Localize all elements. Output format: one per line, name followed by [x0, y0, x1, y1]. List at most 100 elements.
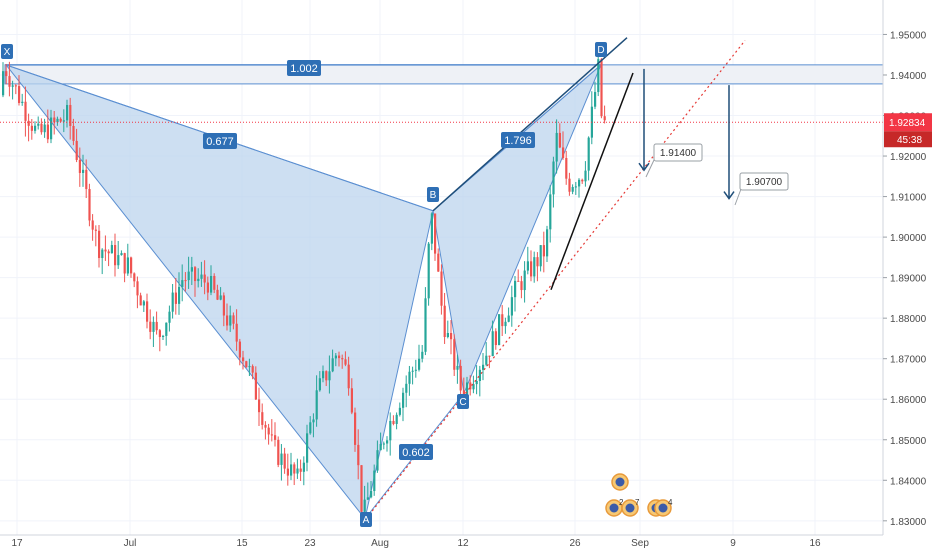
channel-upper-line[interactable] — [432, 37, 628, 212]
event-marker-5[interactable]: 4 — [654, 498, 673, 517]
candle-body — [366, 497, 369, 500]
candle-body — [162, 335, 165, 337]
candle-body — [174, 292, 177, 304]
candle-body — [82, 169, 85, 173]
candle-body — [542, 245, 545, 257]
target-arrow-1-head — [638, 162, 650, 172]
candle-body — [264, 424, 267, 428]
candle-body — [312, 419, 315, 423]
candle-body — [238, 341, 241, 358]
candle-body — [597, 59, 600, 93]
candle-body — [261, 412, 264, 425]
candle-body — [469, 382, 472, 390]
candle-body — [357, 444, 360, 466]
price-tick-label: 1.90000 — [890, 233, 927, 244]
event-marker-2[interactable]: 2 — [605, 498, 624, 517]
candle-body — [43, 124, 46, 133]
candle-body — [8, 76, 11, 87]
trend-lines[interactable] — [0, 37, 883, 520]
candle-body — [325, 371, 328, 381]
candle-body — [600, 59, 603, 117]
candle-body — [34, 125, 37, 131]
candle-body — [322, 371, 325, 379]
candle-body — [386, 440, 389, 444]
event-count: 4 — [668, 498, 673, 507]
candle-body — [373, 470, 376, 492]
candle-body — [114, 245, 117, 266]
candle-body — [328, 371, 331, 381]
pattern-point-b: B — [427, 187, 439, 202]
ratio-box — [399, 444, 433, 460]
price-tick-label: 1.83000 — [890, 517, 927, 528]
price-tick-label: 1.86000 — [890, 395, 927, 406]
pattern-triangle-bcd[interactable] — [432, 64, 602, 395]
candle-body — [578, 179, 581, 187]
event-marker-3[interactable]: 7 — [621, 498, 640, 517]
candle-body — [546, 229, 549, 257]
time-tick-label: 12 — [457, 538, 469, 549]
candle-body — [142, 301, 145, 306]
candle-body — [565, 157, 568, 179]
pattern-point-text: A — [363, 515, 370, 526]
candle-body — [245, 361, 248, 368]
candle-body — [520, 281, 523, 291]
candle-body — [72, 125, 75, 141]
candle-body — [350, 388, 353, 413]
candle-body — [14, 85, 17, 87]
candle-body — [581, 179, 584, 182]
candle-body — [126, 257, 129, 274]
candle-body — [254, 372, 257, 400]
candle-body — [251, 366, 254, 373]
candle-body — [283, 453, 286, 469]
candle-body — [203, 274, 206, 283]
candle-body — [517, 280, 520, 282]
candle-body — [424, 298, 427, 352]
candle-body — [94, 229, 97, 231]
price-axis[interactable]: 1.950001.940001.930001.920001.910001.900… — [882, 0, 932, 550]
candle-body — [446, 333, 449, 338]
candle-body — [280, 453, 283, 465]
ratio-text: 0.677 — [206, 136, 234, 148]
event-marker-1[interactable] — [611, 473, 629, 491]
candle-body — [555, 132, 558, 162]
pattern-point-text: D — [597, 45, 604, 56]
candle-body — [398, 407, 401, 415]
candle-body — [510, 297, 513, 316]
event-flag-icon — [625, 503, 635, 513]
countdown-tag — [884, 131, 932, 148]
target-label-2[interactable]: 1.90700 — [739, 172, 789, 191]
candle-body — [21, 101, 24, 103]
candle-body — [539, 245, 542, 267]
ratio-text: 1.002 — [290, 63, 318, 75]
event-count: 2 — [619, 498, 624, 507]
price-tick-label: 1.85000 — [890, 436, 927, 447]
pattern-labels: X A B C D 1.002 0.677 1.796 0.602 — [1, 42, 607, 527]
candle-body — [354, 412, 357, 445]
time-axis[interactable]: 17 Jul 15 23 Aug 12 26 Sep 9 16 — [0, 534, 932, 550]
candle-body — [40, 123, 43, 133]
candle-body — [466, 382, 469, 398]
ratio-text: 0.602 — [402, 447, 430, 459]
candle-body — [334, 355, 337, 359]
target-label-1[interactable]: 1.91400 — [653, 143, 703, 162]
candle-body — [277, 439, 280, 465]
candle-body — [562, 147, 565, 158]
price-axis-bg — [883, 0, 932, 550]
candle-body — [536, 257, 539, 267]
price-tick-label: 1.88000 — [890, 314, 927, 325]
candle-body — [494, 331, 497, 346]
time-tick-label: 16 — [809, 538, 821, 549]
economic-events[interactable]: 2 7 4 — [605, 473, 673, 517]
channel-lower-line[interactable] — [550, 72, 634, 291]
resistance-zone — [4, 64, 884, 85]
target-arrows[interactable]: 1.91400 1.90700 — [638, 68, 789, 206]
current-price-tag — [884, 113, 932, 132]
candle-body — [587, 137, 590, 171]
candle-body — [226, 315, 229, 326]
candle-body — [248, 366, 251, 368]
pattern-point-d: D — [595, 42, 607, 57]
candle-body — [53, 117, 56, 123]
pattern-point-box — [457, 394, 469, 409]
candle-body — [498, 314, 501, 346]
